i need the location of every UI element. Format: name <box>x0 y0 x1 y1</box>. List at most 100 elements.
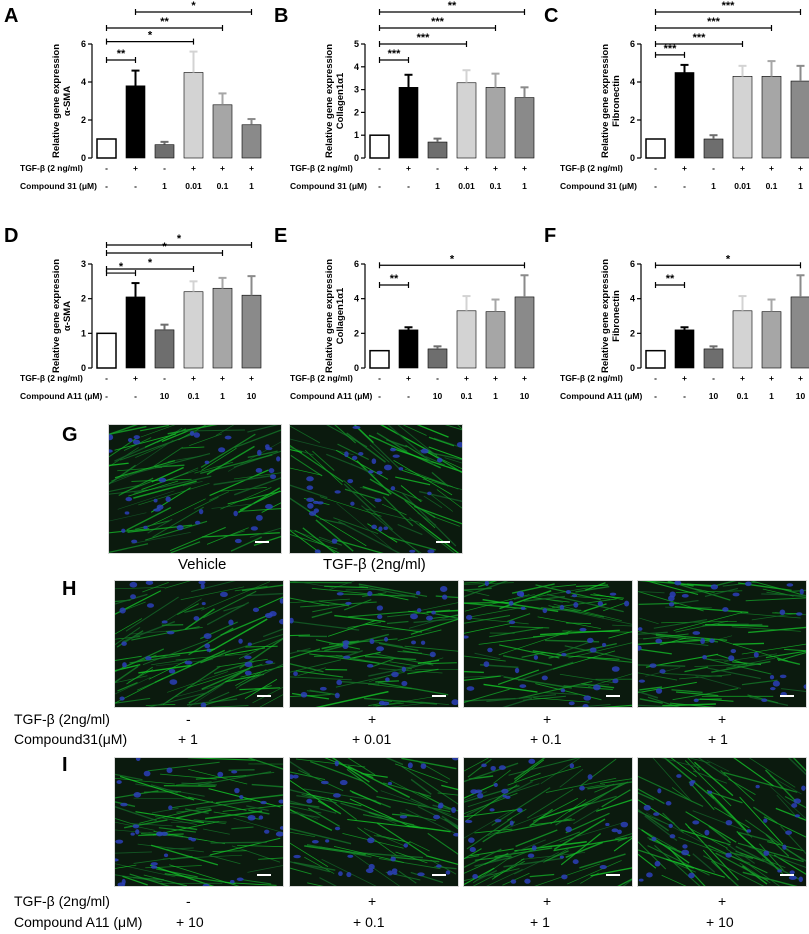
tgf-condition: + <box>220 373 225 383</box>
tgf-row-label: TGF-β (2 ng/ml) <box>20 373 83 383</box>
tgf-condition: + <box>522 163 527 173</box>
significance-label: *** <box>722 0 736 12</box>
chart-panel-d: D Relative gene expression α-SMA 0 1 2 3 TGF-β … <box>4 225 262 401</box>
tgf-condition: + <box>406 373 411 383</box>
y-axis-label: Relative gene expression <box>600 44 611 158</box>
chart-panel-f: F Relative gene expression Fibronectin 0 2 4 6… <box>544 225 809 401</box>
compound-condition: 1 <box>435 181 440 191</box>
tgf-condition: - <box>105 163 108 173</box>
caption-vehicle: Vehicle <box>178 556 227 573</box>
tgf-row-label: TGF-β (2 ng/ml) <box>290 163 353 173</box>
y-axis-label: Relative gene expression <box>324 259 335 373</box>
compound-condition: 1 <box>711 181 716 191</box>
significance-label: ** <box>160 16 169 28</box>
compound-condition: 0.1 <box>766 181 778 191</box>
i-row2-val-2: + 0.1 <box>353 914 385 930</box>
significance-label: *** <box>693 32 707 44</box>
tgf-condition: + <box>798 373 803 383</box>
compound-condition: 0.1 <box>217 181 229 191</box>
y-tick-label: 6 <box>354 259 359 269</box>
i-row1-val-4: + <box>718 893 727 909</box>
bar <box>212 287 233 369</box>
tgf-condition: + <box>249 373 254 383</box>
y-tick-label: 3 <box>354 85 359 95</box>
micrograph-i-3 <box>463 757 633 887</box>
micrograph-h-4 <box>637 580 807 708</box>
bar <box>183 291 204 369</box>
bar <box>485 311 506 369</box>
tgf-condition: - <box>105 373 108 383</box>
micrograph-i-1 <box>114 757 284 887</box>
compound-condition: - <box>134 391 137 401</box>
tgf-condition: + <box>464 373 469 383</box>
y-tick-label: 4 <box>81 77 86 87</box>
micrograph-g-vehicle <box>108 424 282 554</box>
y-axis-label-gene: α-SMA <box>62 301 73 331</box>
significance-label: * <box>191 0 196 12</box>
y-axis-label-gene: α-SMA <box>62 86 73 116</box>
micrograph-h-1 <box>114 580 284 708</box>
y-tick-label: 5 <box>354 39 359 49</box>
panel-letter-f: F <box>544 225 556 247</box>
y-tick-label: 6 <box>630 259 635 269</box>
compound-condition: - <box>654 181 657 191</box>
y-axis-label-gene: Fibronectin <box>611 290 622 342</box>
compound-condition: 1 <box>162 181 167 191</box>
significance-label: *** <box>707 16 721 28</box>
y-axis-label: Relative gene expression <box>600 259 611 373</box>
compound-condition: - <box>683 391 686 401</box>
compound-condition: - <box>407 391 410 401</box>
bar <box>645 138 666 159</box>
compound-condition: - <box>105 181 108 191</box>
i-row1-label: TGF-β (2ng/ml) <box>14 893 110 909</box>
compound-row-label: Compound 31 (μM) <box>20 181 97 191</box>
tgf-row-label: TGF-β (2 ng/ml) <box>290 373 353 383</box>
significance-label: ** <box>448 0 457 12</box>
tgf-condition: + <box>133 373 138 383</box>
y-axis-label-gene: Fibronectin <box>611 75 622 127</box>
significance-label: ** <box>117 48 126 60</box>
bar <box>96 332 117 369</box>
y-axis-label-gene: Collagen1α1 <box>335 287 346 344</box>
panel-letter-g: G <box>62 424 78 446</box>
tgf-condition: + <box>220 163 225 173</box>
significance-label: *** <box>388 48 402 60</box>
y-tick-label: 1 <box>81 328 86 338</box>
bar <box>732 310 753 369</box>
panel-letter-d: D <box>4 225 18 247</box>
y-tick-label: 2 <box>630 328 635 338</box>
bar <box>427 348 448 369</box>
tgf-row-label: TGF-β (2 ng/ml) <box>560 373 623 383</box>
y-tick-label: 1 <box>354 130 359 140</box>
compound-condition: 1 <box>493 391 498 401</box>
bar <box>761 311 782 369</box>
panel-letter-a: A <box>4 5 18 27</box>
compound-condition: 10 <box>433 391 443 401</box>
compound-condition: 0.1 <box>490 181 502 191</box>
h-row1-val-2: + <box>368 711 377 727</box>
y-axis-label: Relative gene expression <box>324 44 335 158</box>
compound-condition: 1 <box>798 181 803 191</box>
compound-condition: 10 <box>247 391 257 401</box>
bar <box>732 76 753 159</box>
bar <box>514 296 535 369</box>
tgf-condition: + <box>493 163 498 173</box>
bar <box>674 72 695 159</box>
i-row1-val-2: + <box>368 893 377 909</box>
h-row1-val-3: + <box>543 711 552 727</box>
tgf-condition: - <box>654 373 657 383</box>
significance-label: * <box>148 257 153 269</box>
y-axis-label: Relative gene expression <box>51 44 62 158</box>
compound-condition: 10 <box>709 391 719 401</box>
panel-letter-c: C <box>544 5 558 27</box>
tgf-row-label: TGF-β (2 ng/ml) <box>20 163 83 173</box>
y-tick-label: 6 <box>81 39 86 49</box>
compound-condition: 0.1 <box>188 391 200 401</box>
tgf-condition: - <box>163 163 166 173</box>
bar <box>703 348 724 369</box>
y-tick-label: 0 <box>354 153 359 163</box>
i-row2-val-1: + 10 <box>176 914 204 930</box>
significance-label: * <box>119 261 124 273</box>
bar <box>369 349 390 369</box>
